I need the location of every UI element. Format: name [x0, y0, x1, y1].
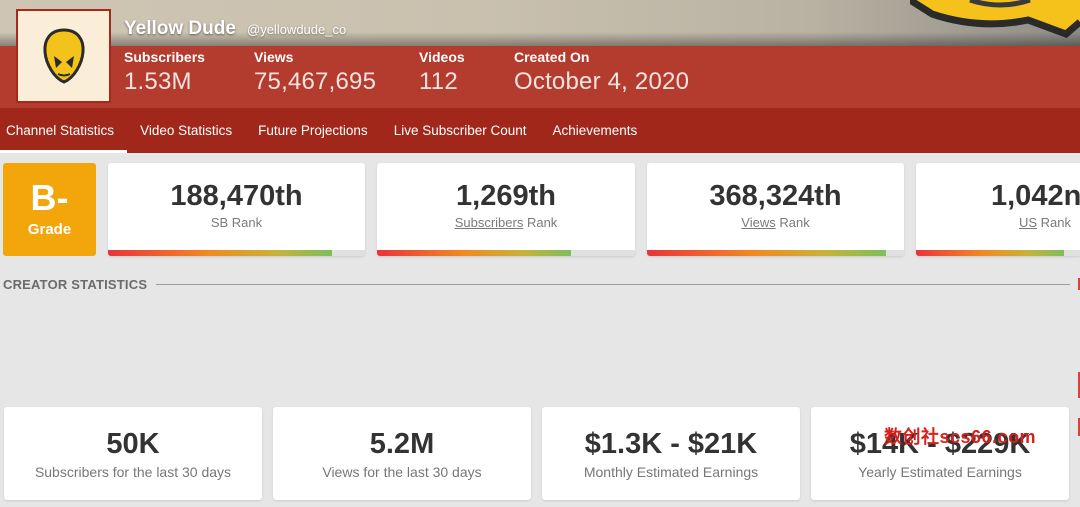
- section-divider: [156, 284, 1070, 285]
- summary-label: Views for the last 30 days: [322, 464, 482, 480]
- rank-card-inner: 1,042nd US Rank: [916, 163, 1080, 256]
- header-stat-value: October 4, 2020: [514, 68, 690, 95]
- rank-card-views: 368,324th Views Rank: [647, 163, 904, 256]
- rank-progress-bar: [108, 250, 365, 256]
- rank-label-text: Rank: [1040, 215, 1072, 230]
- summary-label: Monthly Estimated Earnings: [583, 464, 759, 480]
- nav-band: [0, 108, 1080, 153]
- summary-value: 50K: [106, 428, 160, 460]
- tab-achievements[interactable]: Achievements: [552, 123, 638, 138]
- header-stat-views: Views 75,467,695: [254, 49, 376, 96]
- tab-channel-statistics[interactable]: Channel Statistics: [0, 108, 128, 153]
- rank-progress-fill: [377, 250, 571, 256]
- header-stat-videos: Videos 112: [419, 49, 465, 96]
- header-stats-band: [0, 46, 1080, 108]
- rank-progress-bar: [916, 250, 1080, 256]
- rank-value: 368,324th: [709, 180, 842, 212]
- section-title: CREATOR STATISTICS: [3, 277, 148, 292]
- summary-value: $1.3K - $21K: [584, 428, 758, 460]
- grade-badge: B- Grade: [3, 163, 96, 256]
- rank-progress-bar: [377, 250, 635, 256]
- header-stat-label: Views: [254, 49, 294, 65]
- summary-label: Subscribers for the last 30 days: [34, 464, 232, 480]
- channel-name: Yellow Dude: [124, 18, 236, 39]
- banner-art-icon: [910, 0, 1080, 46]
- header-stat-subscribers: Subscribers 1.53M: [124, 49, 205, 96]
- header-stat-label: Subscribers: [124, 49, 205, 65]
- rank-progress-fill: [108, 250, 332, 256]
- rank-label-text: SB Rank: [210, 215, 263, 230]
- summary-card-views: 5.2M Views for the last 30 days: [273, 407, 531, 500]
- tab-live-subscriber-count[interactable]: Live Subscriber Count: [393, 123, 527, 138]
- rank-label-text: Rank: [779, 215, 810, 230]
- rank-value: 188,470th: [170, 180, 303, 212]
- summary-card-monthly-earnings: $1.3K - $21K Monthly Estimated Earnings: [542, 407, 800, 500]
- channel-nav-tabs: Channel Statistics Video Statistics Futu…: [0, 108, 650, 153]
- rank-label-link[interactable]: US: [1018, 215, 1038, 230]
- rank-label: SB Rank: [108, 215, 365, 230]
- watermark-text: 数创社scs66.com: [884, 427, 1037, 447]
- rank-label-link[interactable]: Views: [741, 215, 776, 230]
- header-stat-label: Videos: [419, 49, 465, 65]
- rank-label-text: Rank: [526, 215, 558, 230]
- channel-banner: [0, 0, 1080, 46]
- rank-label: US Rank: [916, 215, 1080, 230]
- rank-label: Subscribers Rank: [377, 215, 635, 230]
- summary-value: 5.2M: [369, 428, 435, 460]
- header-stat-value: 1.53M: [124, 68, 192, 95]
- edge-marker: [1078, 278, 1080, 290]
- header-stat-value: 75,467,695: [254, 68, 377, 95]
- header-stat-label: Created On: [514, 49, 590, 65]
- rank-value: 1,269th: [456, 180, 556, 212]
- summary-card-subscribers: 50K Subscribers for the last 30 days: [4, 407, 262, 500]
- rank-progress-fill: [916, 250, 1064, 256]
- rank-card-subscribers: 1,269th Subscribers Rank: [377, 163, 635, 256]
- tab-future-projections[interactable]: Future Projections: [258, 123, 368, 138]
- yellow-face-icon: [42, 28, 85, 84]
- header-stat-created-on: Created On October 4, 2020: [514, 49, 689, 96]
- rank-label: Views Rank: [647, 215, 904, 230]
- grade-label: Grade: [27, 221, 72, 238]
- rank-progress-fill: [647, 250, 886, 256]
- edge-marker: [1078, 372, 1080, 398]
- summary-label: Yearly Estimated Earnings: [858, 464, 1022, 480]
- channel-handle: @yellowdude_co: [247, 22, 347, 37]
- rank-progress-bar: [647, 250, 904, 256]
- rank-value: 1,042nd: [991, 180, 1080, 212]
- rank-label-link[interactable]: Subscribers: [454, 215, 524, 230]
- channel-avatar[interactable]: [16, 9, 111, 103]
- rank-card-country: 1,042nd US Rank: [916, 163, 1080, 256]
- grade-letter: B-: [30, 177, 69, 218]
- header-stat-value: 112: [419, 68, 458, 95]
- rank-card-sb: 188,470th SB Rank: [108, 163, 365, 256]
- summary-card-yearly-earnings: $14K - $229K Yearly Estimated Earnings: [811, 407, 1069, 500]
- summary-value: $14K - $229K: [849, 428, 1031, 460]
- edge-marker: [1078, 418, 1080, 436]
- tab-video-statistics[interactable]: Video Statistics: [140, 123, 233, 138]
